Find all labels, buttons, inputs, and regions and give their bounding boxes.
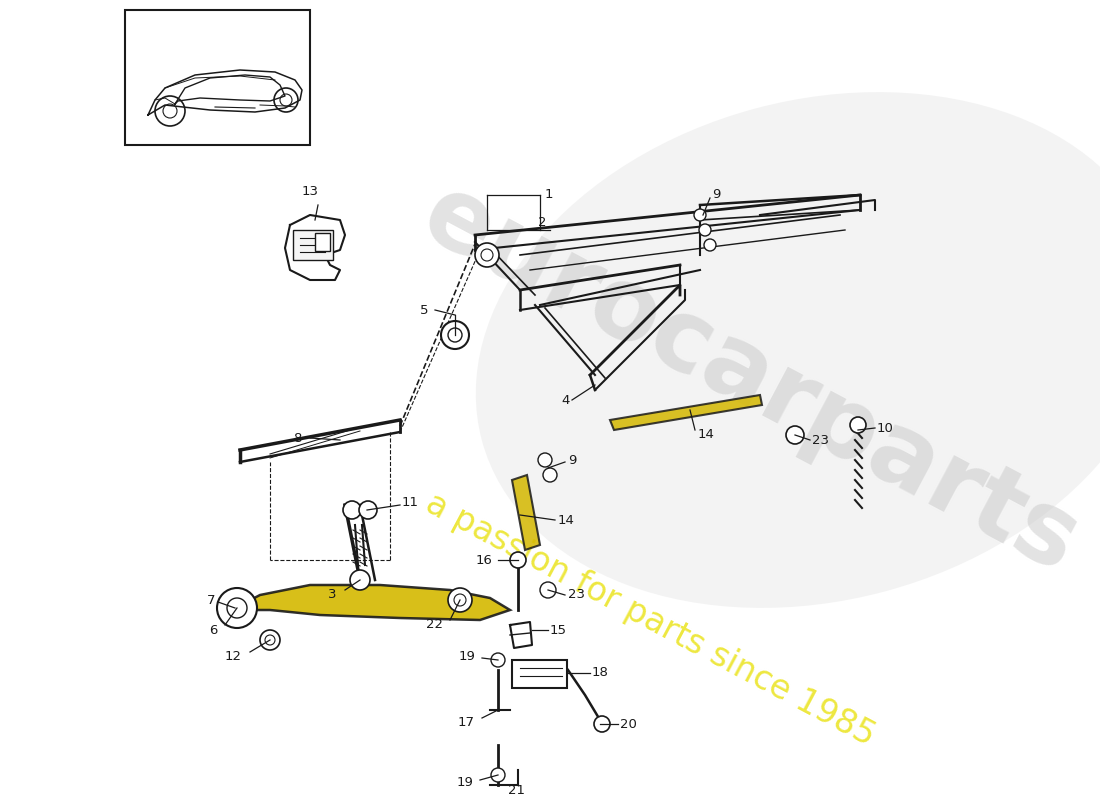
Circle shape: [510, 552, 526, 568]
Text: 16: 16: [475, 554, 492, 566]
Circle shape: [698, 224, 711, 236]
Circle shape: [594, 716, 610, 732]
Text: 5: 5: [419, 303, 428, 317]
Bar: [512, 660, 566, 688]
Ellipse shape: [476, 92, 1100, 608]
Text: 15: 15: [550, 623, 566, 637]
Text: 6: 6: [210, 623, 218, 637]
Text: 4: 4: [562, 394, 570, 406]
Text: 21: 21: [508, 783, 525, 797]
Circle shape: [260, 630, 280, 650]
Circle shape: [491, 768, 505, 782]
Circle shape: [359, 501, 377, 519]
Polygon shape: [610, 395, 762, 430]
Circle shape: [704, 239, 716, 251]
Circle shape: [786, 426, 804, 444]
Text: 8: 8: [294, 431, 302, 445]
Text: 3: 3: [328, 587, 336, 601]
Circle shape: [850, 417, 866, 433]
Bar: [125, 10, 310, 145]
Text: 11: 11: [402, 497, 419, 510]
Text: 23: 23: [568, 589, 585, 602]
Circle shape: [543, 468, 557, 482]
Circle shape: [448, 588, 472, 612]
Circle shape: [694, 209, 706, 221]
Circle shape: [538, 453, 552, 467]
Circle shape: [343, 501, 361, 519]
Text: eurocarparts: eurocarparts: [406, 166, 1094, 594]
Text: 20: 20: [620, 718, 637, 730]
Text: 1: 1: [544, 189, 553, 202]
Text: 10: 10: [877, 422, 894, 434]
Bar: [293, 230, 333, 260]
Text: 9: 9: [568, 454, 576, 466]
Text: 19: 19: [458, 650, 475, 662]
Text: 23: 23: [812, 434, 829, 446]
Text: 19: 19: [456, 777, 473, 790]
Polygon shape: [512, 475, 540, 550]
Circle shape: [491, 653, 505, 667]
Text: 12: 12: [226, 650, 242, 663]
Text: 14: 14: [698, 429, 715, 442]
Text: 13: 13: [301, 185, 319, 198]
Bar: [315, 233, 330, 251]
Circle shape: [475, 243, 499, 267]
Text: 2: 2: [538, 217, 547, 230]
Text: a passion for parts since 1985: a passion for parts since 1985: [420, 487, 880, 753]
Text: 17: 17: [458, 717, 475, 730]
Circle shape: [217, 588, 257, 628]
Circle shape: [540, 582, 556, 598]
Text: 22: 22: [426, 618, 443, 631]
Polygon shape: [235, 585, 510, 620]
Text: 18: 18: [592, 666, 609, 679]
Text: 9: 9: [712, 187, 720, 201]
Text: 7: 7: [207, 594, 215, 606]
Circle shape: [441, 321, 469, 349]
Circle shape: [350, 570, 370, 590]
Text: 14: 14: [558, 514, 575, 526]
